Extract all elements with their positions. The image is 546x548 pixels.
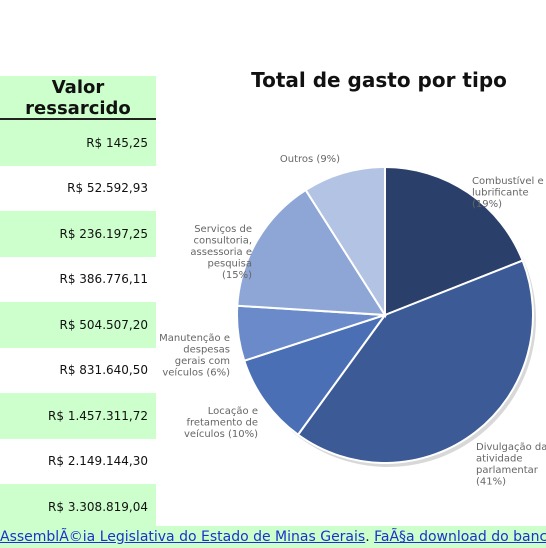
pie-slice-label: Manutenção e despesas gerais com veículos (…	[159, 333, 230, 379]
footer-separator: .	[365, 529, 370, 545]
table-row: R$ 236.197,25	[0, 211, 156, 257]
top-text-fragment	[0, 0, 546, 6]
table-row: R$ 504.507,20	[0, 302, 156, 348]
pie-slice-label: Serviços de consultoria, assessoria e pesqu…	[190, 224, 252, 281]
table-row: R$ 2.149.144,30	[48, 454, 148, 469]
table-row: R$ 386.776,11	[59, 272, 149, 287]
table-body: R$ 145,25 R$ 52.592,93 R$ 236.197,25 R$ 386…	[0, 120, 156, 530]
table-row: R$ 52.592,93	[67, 181, 148, 196]
pie-slice-label: Combustível e lubrificante (19%)	[472, 175, 544, 210]
table-row: R$ 1.457.311,72	[0, 393, 156, 439]
pie-slice	[242, 313, 388, 437]
values-table: Valor ressarcido R$ 145,25 R$ 52.592,93 R$…	[0, 76, 156, 530]
pie-slice	[384, 165, 524, 317]
assembly-link[interactable]: AssemblÃ©ia Legislativa do Estado de Min…	[0, 529, 366, 545]
table-header: Valor ressarcido	[0, 76, 156, 120]
download-database-link[interactable]: FaÃ§a download do banco de dados	[374, 529, 546, 545]
pie-slice-label: Outros (9%)	[280, 154, 340, 165]
table-row: R$ 3.308.819,04	[0, 484, 156, 530]
chart-title: Total de gasto por tipo	[251, 68, 507, 92]
footer-bar: AssemblÃ©ia Legislativa do Estado de Min…	[0, 526, 546, 548]
pie-chart: Combustível e lubrificante (19%) Divulgação…	[159, 154, 546, 488]
table-row: R$ 831.640,50	[59, 363, 149, 378]
pie-slice-label: Divulgação da atividade parlamentar (41%)	[476, 442, 546, 488]
pie-slice	[304, 165, 386, 319]
table-row: R$ 145,25	[0, 120, 156, 166]
pie-slice	[296, 259, 534, 464]
pie-slice	[236, 188, 387, 317]
pie-slice-label: Locação e fretamento de veículos (10%)	[184, 406, 258, 440]
